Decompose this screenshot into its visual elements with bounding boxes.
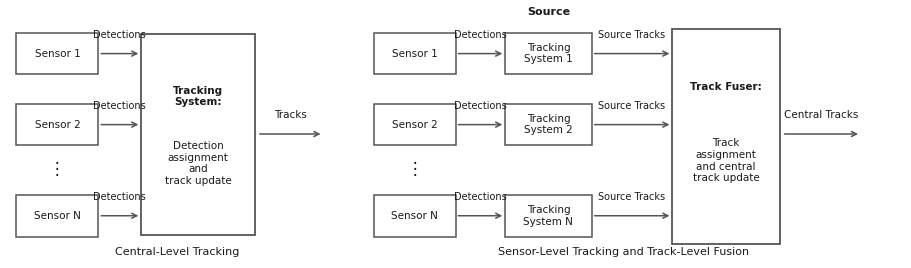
Text: Detections: Detections [94,192,146,202]
Text: Detections: Detections [454,192,507,202]
Text: Sensor N: Sensor N [391,211,438,221]
Text: Sensor 2: Sensor 2 [35,120,80,130]
Text: ⋮: ⋮ [49,160,66,178]
Text: Detections: Detections [94,30,146,40]
Bar [505,33,592,75]
Text: Sensor 1: Sensor 1 [392,49,437,59]
Bar [16,33,98,75]
Bar [505,104,592,145]
Text: Track
assignment
and central
track update: Track assignment and central track updat… [692,138,760,183]
Text: Track Fuser:: Track Fuser: [691,82,762,92]
Text: Tracking
System 1: Tracking System 1 [524,43,573,64]
Bar [374,33,456,75]
Text: Tracking
System 2: Tracking System 2 [524,114,573,135]
Bar [505,195,592,236]
Text: Source Tracks: Source Tracks [599,192,666,202]
Text: Source Tracks: Source Tracks [599,30,666,40]
Text: Sensor 2: Sensor 2 [392,120,437,130]
Bar [672,29,780,244]
Bar [16,104,98,145]
Text: Detection
assignment
and
track update: Detection assignment and track update [165,141,231,186]
Bar [374,195,456,236]
Bar [374,104,456,145]
Bar [16,195,98,236]
Text: Tracks: Tracks [273,110,307,120]
Text: Tracking
System:: Tracking System: [173,86,223,107]
Text: Detections: Detections [94,101,146,111]
Text: Sensor 1: Sensor 1 [35,49,80,59]
Text: Detections: Detections [454,101,507,111]
Bar [141,34,255,234]
Text: ⋮: ⋮ [406,160,423,178]
Text: Tracking
System N: Tracking System N [524,205,573,226]
Text: Central-Level Tracking: Central-Level Tracking [116,247,240,257]
Text: Source Tracks: Source Tracks [599,101,666,111]
Text: Sensor-Level Tracking and Track-Level Fusion: Sensor-Level Tracking and Track-Level Fu… [498,247,750,257]
Text: Sensor N: Sensor N [34,211,81,221]
Text: Detections: Detections [454,30,507,40]
Text: Central Tracks: Central Tracks [784,110,858,120]
Text: Source: Source [527,7,570,17]
